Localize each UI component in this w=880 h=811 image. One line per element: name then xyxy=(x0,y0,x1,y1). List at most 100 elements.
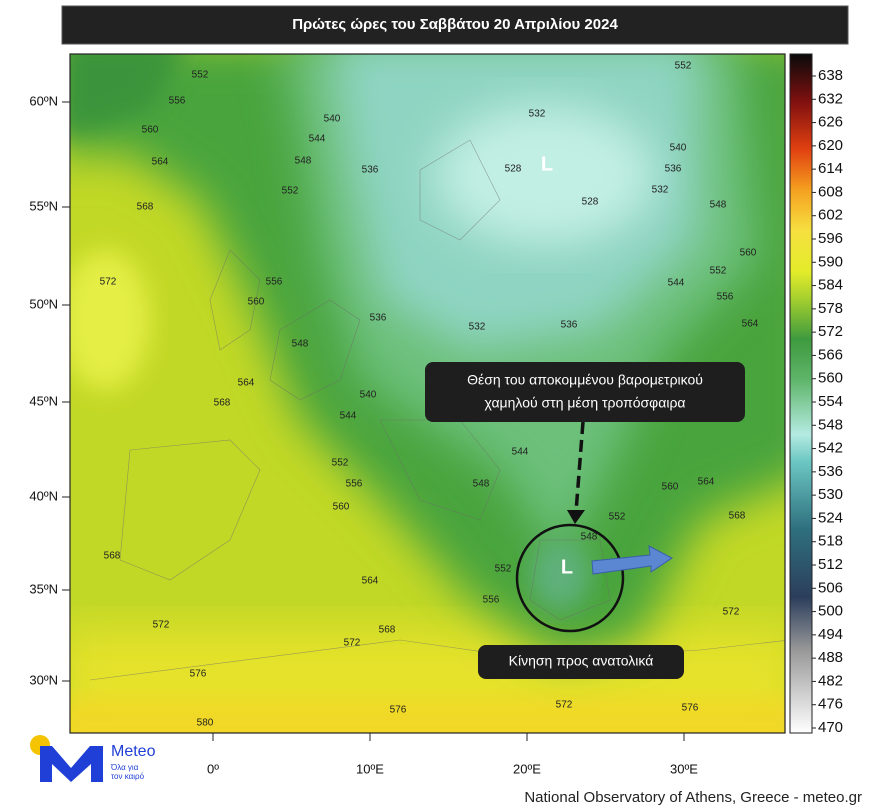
colorbar-label: 584 xyxy=(818,277,843,294)
callout-text: χαμηλού στη μέση τροπόσφαιρα xyxy=(484,395,685,411)
low-marker: L xyxy=(541,153,553,175)
contour-label: 568 xyxy=(137,202,154,213)
contour-label: 564 xyxy=(362,576,379,587)
logo-tagline: Όλα για xyxy=(110,763,139,772)
colorbar-label: 560 xyxy=(818,370,843,387)
colorbar-label: 566 xyxy=(818,346,843,363)
callout-box xyxy=(425,362,745,422)
contour-label: 552 xyxy=(192,70,209,81)
colorbar-label: 500 xyxy=(818,603,843,620)
colorbar-label: 578 xyxy=(818,300,843,317)
colorbar-label: 476 xyxy=(818,696,843,713)
contour-label: 532 xyxy=(469,322,486,333)
contour-label: 532 xyxy=(529,109,546,120)
contour-label: 572 xyxy=(153,620,170,631)
pointer-head xyxy=(567,510,585,524)
contour-label: 568 xyxy=(214,398,231,409)
contour-label: 568 xyxy=(379,625,396,636)
contour-label: 528 xyxy=(505,164,522,175)
colorbar-label: 608 xyxy=(818,183,843,200)
lon-label: 30ºE xyxy=(670,761,698,776)
contour-label: 560 xyxy=(740,248,757,259)
lon-label: 10ºE xyxy=(356,761,384,776)
footer-credit: National Observatory of Athens, Greece -… xyxy=(524,789,862,806)
contour-label: 552 xyxy=(495,564,512,575)
colorbar-label: 602 xyxy=(818,207,843,224)
colorbar-label: 638 xyxy=(818,67,843,84)
colorbar xyxy=(789,53,813,734)
contour-label: 544 xyxy=(668,278,685,289)
movement-text: Κίνηση προς ανατολικά xyxy=(509,653,654,669)
contour-label: 576 xyxy=(190,669,207,680)
contour-label: 572 xyxy=(344,638,361,649)
contour-label: 580 xyxy=(197,718,214,729)
colorbar-label: 632 xyxy=(818,90,843,107)
contour-label: 560 xyxy=(248,297,265,308)
map-frame xyxy=(69,53,786,734)
contour-label: 568 xyxy=(729,511,746,522)
contour-label: 548 xyxy=(710,200,727,211)
callout-text: Θέση του αποκομμένου βαρομετρικού xyxy=(467,372,703,388)
contour-label: 564 xyxy=(698,477,715,488)
contour-label: 552 xyxy=(710,266,727,277)
colorbar-label: 470 xyxy=(818,719,843,736)
contour-label: 560 xyxy=(662,482,679,493)
colorbar-label: 530 xyxy=(818,486,843,503)
colorbar-label: 536 xyxy=(818,463,843,480)
contour-label: 544 xyxy=(340,411,357,422)
contour-label: 572 xyxy=(723,607,740,618)
colorbar-label: 596 xyxy=(818,230,843,247)
contour-label: 552 xyxy=(282,186,299,197)
contour-label: 536 xyxy=(370,313,387,324)
colorbar-label: 614 xyxy=(818,160,843,177)
contour-label: 536 xyxy=(561,320,578,331)
colorbar-label: 626 xyxy=(818,114,843,131)
contour-label: 548 xyxy=(295,156,312,167)
colorbar-label: 518 xyxy=(818,533,843,550)
contour-label: 560 xyxy=(333,502,350,513)
contour-label: 568 xyxy=(104,551,121,562)
contour-label: 576 xyxy=(682,703,699,714)
contour-label: 532 xyxy=(652,185,669,196)
contour-label: 552 xyxy=(332,458,349,469)
title-bar xyxy=(61,5,849,45)
contour-label: 540 xyxy=(324,114,341,125)
contour-label: 572 xyxy=(556,700,573,711)
colorbar-label: 620 xyxy=(818,137,843,154)
contour-label: 556 xyxy=(266,277,283,288)
lat-label: 50ºN xyxy=(29,296,58,311)
contour-label: 544 xyxy=(512,447,529,458)
colorbar-label: 524 xyxy=(818,509,843,526)
colorbar-label: 572 xyxy=(818,323,843,340)
contour-label: 548 xyxy=(292,339,309,350)
logo-tagline: τον καιρό xyxy=(111,772,145,781)
contour-label: 528 xyxy=(582,197,599,208)
contour-label: 576 xyxy=(390,705,407,716)
contour-label: 548 xyxy=(473,479,490,490)
lat-label: 45ºN xyxy=(29,393,58,408)
colorbar-label: 512 xyxy=(818,556,843,573)
contour-label: 556 xyxy=(169,96,186,107)
contour-label: 536 xyxy=(665,164,682,175)
contour-label: 540 xyxy=(360,390,377,401)
colorbar-label: 542 xyxy=(818,440,843,457)
contour-label: 564 xyxy=(238,378,255,389)
contour-label: 552 xyxy=(675,61,692,72)
colorbar-label: 494 xyxy=(818,626,843,643)
contour-label: 556 xyxy=(346,479,363,490)
colorbar-label: 488 xyxy=(818,649,843,666)
colorbar-label: 548 xyxy=(818,416,843,433)
contour-label: 536 xyxy=(362,165,379,176)
lon-label: 20ºE xyxy=(513,761,541,776)
logo-mark xyxy=(40,746,103,782)
colorbar-label: 554 xyxy=(818,393,843,410)
colorbar-label: 482 xyxy=(818,672,843,689)
lat-label: 60ºN xyxy=(29,93,58,108)
lat-label: 30ºN xyxy=(29,672,58,687)
logo-name: Meteo xyxy=(111,743,156,760)
title: Πρώτες ώρες του Σαββάτου 20 Απριλίου 202… xyxy=(292,16,618,33)
contour-label: 560 xyxy=(142,125,159,136)
contour-label: 544 xyxy=(309,134,326,145)
lat-label: 35ºN xyxy=(29,581,58,596)
